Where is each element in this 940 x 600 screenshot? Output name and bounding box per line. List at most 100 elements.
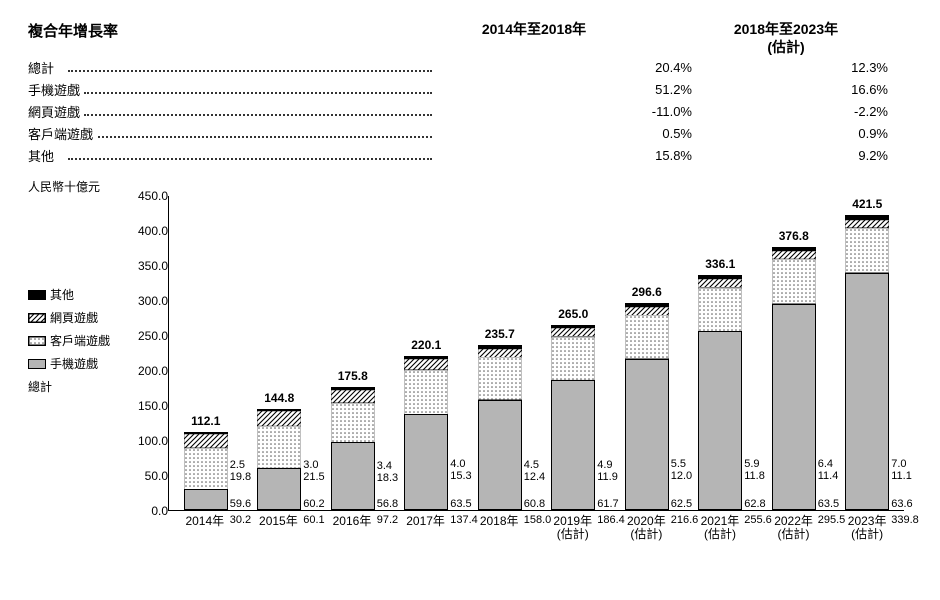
mobile-segment [257, 468, 301, 510]
bar-stack: 421.57.011.163.6339.8 [845, 215, 889, 510]
client-segment [772, 259, 816, 303]
row-value-2: -2.2% [692, 104, 912, 119]
legend-item: 網頁遊戲 [28, 309, 128, 326]
xtick: 2023年(估計) [830, 515, 904, 541]
legend-item: 手機遊戲 [28, 355, 128, 372]
ytick: 100.0 [128, 434, 168, 448]
leader-dots [84, 92, 432, 94]
row-value-1: 51.2% [432, 82, 692, 97]
bar-group: 336.15.911.862.8255.6 [684, 196, 758, 510]
web-segment [845, 220, 889, 228]
bar-total-label: 220.1 [411, 338, 441, 352]
header-label: 複合年增長率 [28, 20, 408, 56]
col2-header: 2018年至2023年(估計) [660, 20, 912, 56]
bar-total-label: 265.0 [558, 307, 588, 321]
x-axis: 2014年2015年2016年2017年2018年2019年(估計)2020年(… [168, 515, 904, 541]
mobile-segment [478, 400, 522, 511]
xtick: 2016年 [315, 515, 389, 541]
web-segment [478, 349, 522, 358]
legend-label: 手機遊戲 [50, 355, 98, 372]
segment-value-labels: 7.011.163.6 [889, 215, 912, 510]
xtick: 2021年(估計) [683, 515, 757, 541]
mobile-segment [551, 380, 595, 510]
xtick: 2014年 [168, 515, 242, 541]
row-label: 總計 [28, 58, 68, 77]
ytick: 350.0 [128, 259, 168, 273]
bar-stack: 144.83.021.560.260.1 [257, 409, 301, 510]
legend-label: 其他 [50, 286, 74, 303]
client-segment [698, 288, 742, 332]
legend-label: 網頁遊戲 [50, 309, 98, 326]
row-value-1: 15.8% [432, 148, 692, 163]
table-row: 其他15.8%9.2% [28, 144, 912, 166]
leader-dots [84, 114, 432, 116]
mobile-segment [404, 414, 448, 510]
bar-stack: 175.83.418.356.897.2 [331, 387, 375, 510]
row-label: 網頁遊戲 [28, 102, 84, 121]
ytick: 250.0 [128, 329, 168, 343]
web-segment [257, 411, 301, 426]
leader-dots [98, 136, 432, 138]
bar-group: 144.83.021.560.260.1 [243, 196, 317, 510]
legend-swatch [28, 359, 46, 369]
leader-dots [68, 70, 432, 72]
bar-stack: 376.86.411.463.5295.5 [772, 247, 816, 511]
client-segment [625, 315, 669, 359]
table-row: 客戶端遊戲0.5%0.9% [28, 122, 912, 144]
row-value-2: 9.2% [692, 148, 912, 163]
leader-dots [68, 158, 432, 160]
client-label: 63.6 [891, 498, 912, 510]
row-value-2: 16.6% [692, 82, 912, 97]
legend-swatch [28, 313, 46, 323]
mobile-segment [772, 304, 816, 511]
legend-label: 客戶端遊戲 [50, 332, 110, 349]
bar-total-label: 112.1 [191, 414, 220, 428]
bar-total-label: 336.1 [705, 257, 735, 271]
xtick: 2017年 [389, 515, 463, 541]
cagr-table: 複合年增長率 2014年至2018年 2018年至2023年(估計) 總計20.… [28, 20, 912, 166]
bar-total-label: 376.8 [779, 229, 809, 243]
web-segment [184, 434, 228, 448]
bar-stack: 112.12.519.859.630.2 [184, 432, 228, 511]
client-segment [551, 337, 595, 380]
client-segment [845, 228, 889, 273]
ytick: 200.0 [128, 364, 168, 378]
web-segment [772, 251, 816, 259]
ytick: 150.0 [128, 399, 168, 413]
client-segment [404, 370, 448, 414]
bar-stack: 235.74.512.460.8158.0 [478, 345, 522, 510]
row-value-1: -11.0% [432, 104, 692, 119]
mobile-segment [331, 442, 375, 510]
xtick: 2019年(估計) [536, 515, 610, 541]
bar-stack: 296.65.512.062.5216.6 [625, 303, 669, 511]
web-segment [551, 328, 595, 336]
bar-stack: 220.14.015.363.5137.4 [404, 356, 448, 510]
bar-stack: 265.04.911.961.7186.4 [551, 325, 595, 510]
yaxis-title: 人民幣十億元 [28, 178, 100, 195]
bar-total-label: 296.6 [632, 285, 662, 299]
bar-group: 175.83.418.356.897.2 [316, 196, 390, 510]
table-row: 總計20.4%12.3% [28, 56, 912, 78]
row-label: 手機遊戲 [28, 80, 84, 99]
web-segment [698, 279, 742, 287]
legend-item: 客戶端遊戲 [28, 332, 128, 349]
stacked-bar-chart: 人民幣十億元 其他網頁遊戲客戶端遊戲手機遊戲總計 0.050.0100.0150… [28, 176, 912, 541]
table-row: 手機遊戲 51.2%16.6% [28, 78, 912, 100]
row-label: 客戶端遊戲 [28, 124, 98, 143]
ytick: 400.0 [128, 224, 168, 238]
legend-item: 總計 [28, 378, 128, 395]
client-segment [257, 426, 301, 468]
row-value-2: 12.3% [692, 60, 912, 75]
client-segment [184, 448, 228, 490]
web-segment [625, 307, 669, 315]
legend-label: 總計 [28, 378, 52, 395]
web-segment [331, 390, 375, 403]
row-value-1: 0.5% [432, 126, 692, 141]
bar-total-label: 235.7 [485, 327, 515, 341]
ytick: 0.0 [128, 504, 168, 518]
ytick: 450.0 [128, 189, 168, 203]
bar-group: 421.57.011.163.6339.8 [831, 196, 905, 510]
table-row: 網頁遊戲 -11.0%-2.2% [28, 100, 912, 122]
bar-group: 220.14.015.363.5137.4 [390, 196, 464, 510]
web-segment [404, 359, 448, 370]
